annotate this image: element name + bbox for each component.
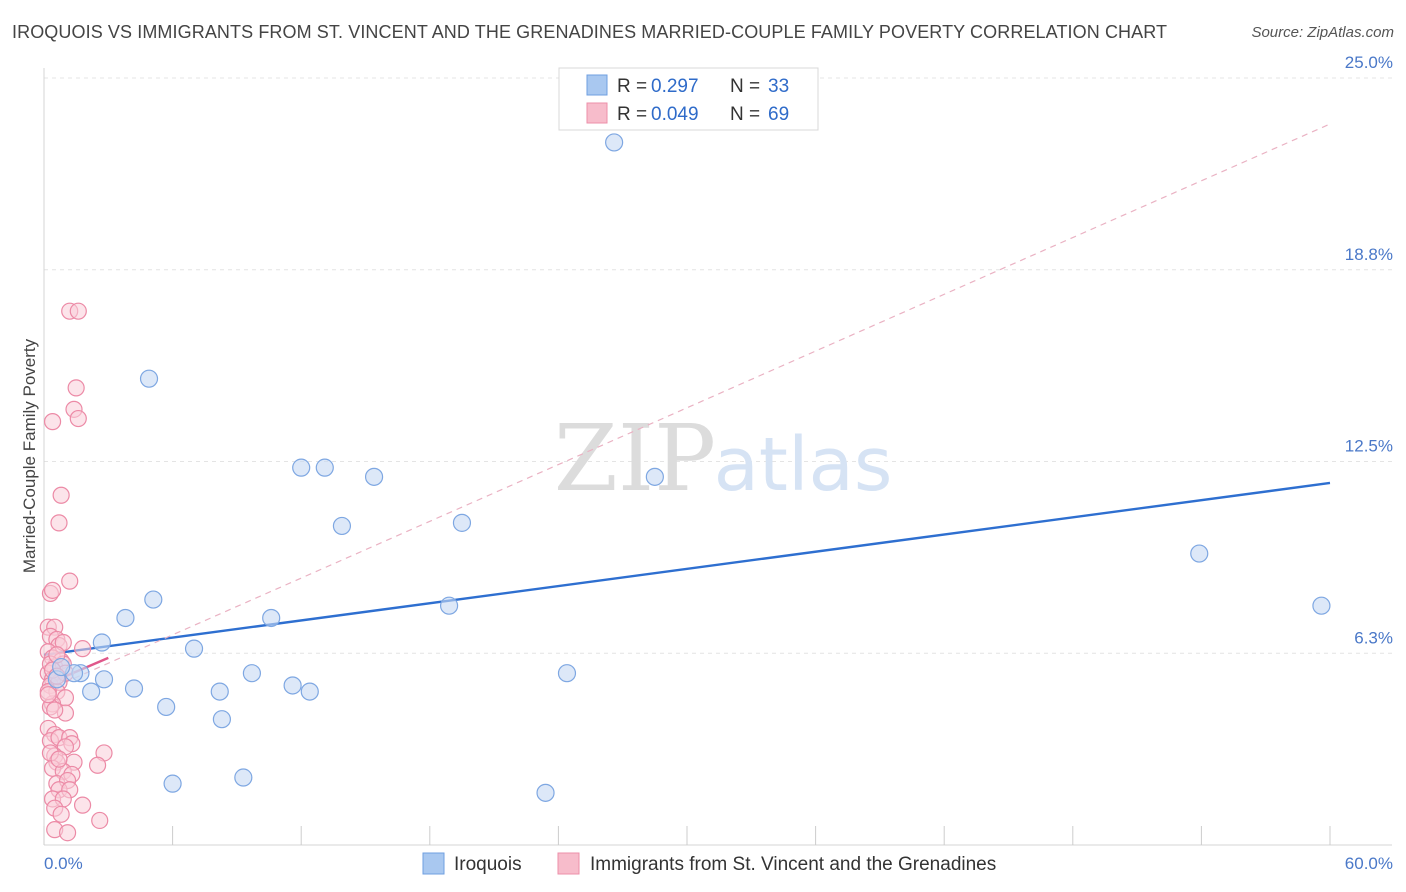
data-point-iroquois [242, 664, 262, 683]
data-point-iroquois [82, 682, 101, 701]
data-point-immigrants [67, 379, 85, 397]
legend-swatch-iroquois [586, 74, 608, 96]
data-point-iroquois [283, 676, 302, 695]
series-immigrants-points [39, 302, 113, 842]
legend-n-value-iroquois: 33 [768, 76, 789, 97]
y-axis-tick-labels: 6.3% 12.5% 18.8% 25.0% [1345, 53, 1393, 647]
trend-lines [43, 123, 1331, 693]
data-point-iroquois [1312, 596, 1331, 615]
data-point-immigrants [73, 640, 92, 658]
data-point-iroquois [262, 608, 281, 628]
data-point-iroquois [212, 710, 231, 729]
grid-lines [44, 77, 1392, 654]
data-point-iroquois [157, 697, 176, 717]
data-point-iroquois [315, 458, 334, 477]
data-point-iroquois [163, 774, 182, 793]
legend-n-label: N = [730, 104, 760, 125]
legend-r-label: R = [617, 104, 647, 125]
legend-swatch-immigrants [586, 102, 608, 124]
data-point-iroquois [116, 608, 135, 628]
bottom-legend-label-iroquois: Iroquois [454, 854, 522, 875]
bottom-legend-swatch-immigrants [557, 852, 580, 875]
data-point-iroquois [439, 596, 459, 615]
data-point-iroquois [557, 664, 577, 683]
data-point-iroquois [292, 458, 311, 477]
data-point-immigrants [43, 413, 62, 431]
y-axis-label: Married-Couple Family Poverty [20, 338, 39, 573]
data-point-immigrants [91, 811, 109, 830]
data-point-immigrants [50, 514, 68, 532]
data-point-immigrants [52, 805, 70, 823]
data-point-iroquois [452, 513, 472, 532]
legend-n-value-immigrants: 69 [768, 104, 789, 125]
data-point-iroquois [1190, 544, 1209, 563]
series-iroquois-points [47, 133, 1331, 802]
data-point-iroquois [234, 768, 253, 787]
chart-title: IROQUOIS VS IMMIGRANTS FROM ST. VINCENT … [12, 22, 1168, 42]
data-point-iroquois [210, 682, 229, 701]
x-tick-label-max: 60.0% [1345, 854, 1393, 873]
trend-line-iroquois [43, 481, 1331, 656]
data-point-iroquois [139, 369, 159, 388]
y-tick-label: 18.8% [1345, 245, 1393, 264]
data-point-immigrants [58, 824, 77, 842]
data-point-iroquois [605, 133, 624, 152]
top-legend: R = 0.297 N = 33 R = 0.049 N = 69 [558, 67, 819, 131]
x-axis-ticks [43, 826, 1331, 845]
data-point-immigrants [73, 796, 92, 814]
data-point-immigrants [43, 581, 62, 599]
data-point-iroquois [124, 679, 144, 698]
x-axis-tick-labels: 0.0% 60.0% [44, 854, 1393, 873]
data-point-iroquois [184, 639, 204, 658]
data-point-immigrants [50, 750, 68, 768]
data-point-iroquois [94, 670, 114, 689]
data-point-iroquois [536, 783, 555, 802]
y-tick-label: 6.3% [1354, 628, 1393, 647]
data-point-immigrants [39, 686, 57, 704]
y-tick-label: 12.5% [1345, 437, 1393, 456]
data-point-immigrants [52, 486, 70, 504]
data-point-iroquois [144, 590, 163, 609]
legend-r-label: R = [617, 76, 647, 97]
x-tick-label-min: 0.0% [44, 854, 83, 873]
y-tick-label: 25.0% [1345, 53, 1393, 72]
watermark-zip: ZIP [554, 405, 716, 512]
data-point-immigrants [69, 409, 87, 428]
data-point-iroquois [92, 633, 111, 652]
bottom-legend-label-immigrants: Immigrants from St. Vincent and the Gren… [590, 854, 996, 875]
data-point-immigrants [69, 302, 87, 320]
data-point-iroquois [52, 657, 71, 677]
watermark: ZIP atlas [554, 405, 893, 512]
watermark-atlas: atlas [714, 422, 893, 508]
legend-r-value-immigrants: 0.049 [651, 104, 699, 125]
data-point-iroquois [300, 682, 319, 701]
data-point-iroquois [364, 467, 384, 486]
legend-n-label: N = [730, 76, 760, 97]
data-point-immigrants [88, 756, 107, 774]
bottom-legend: Iroquois Immigrants from St. Vincent and… [422, 852, 996, 875]
source-credit: Source: ZipAtlas.com [1251, 24, 1394, 41]
data-point-iroquois [332, 516, 352, 536]
data-point-immigrants [61, 572, 79, 590]
data-point-iroquois [645, 467, 664, 486]
legend-r-value-iroquois: 0.297 [651, 76, 699, 97]
bottom-legend-swatch-iroquois [422, 852, 445, 875]
data-point-immigrants [46, 701, 64, 719]
reference-dashed-line [43, 123, 1331, 693]
